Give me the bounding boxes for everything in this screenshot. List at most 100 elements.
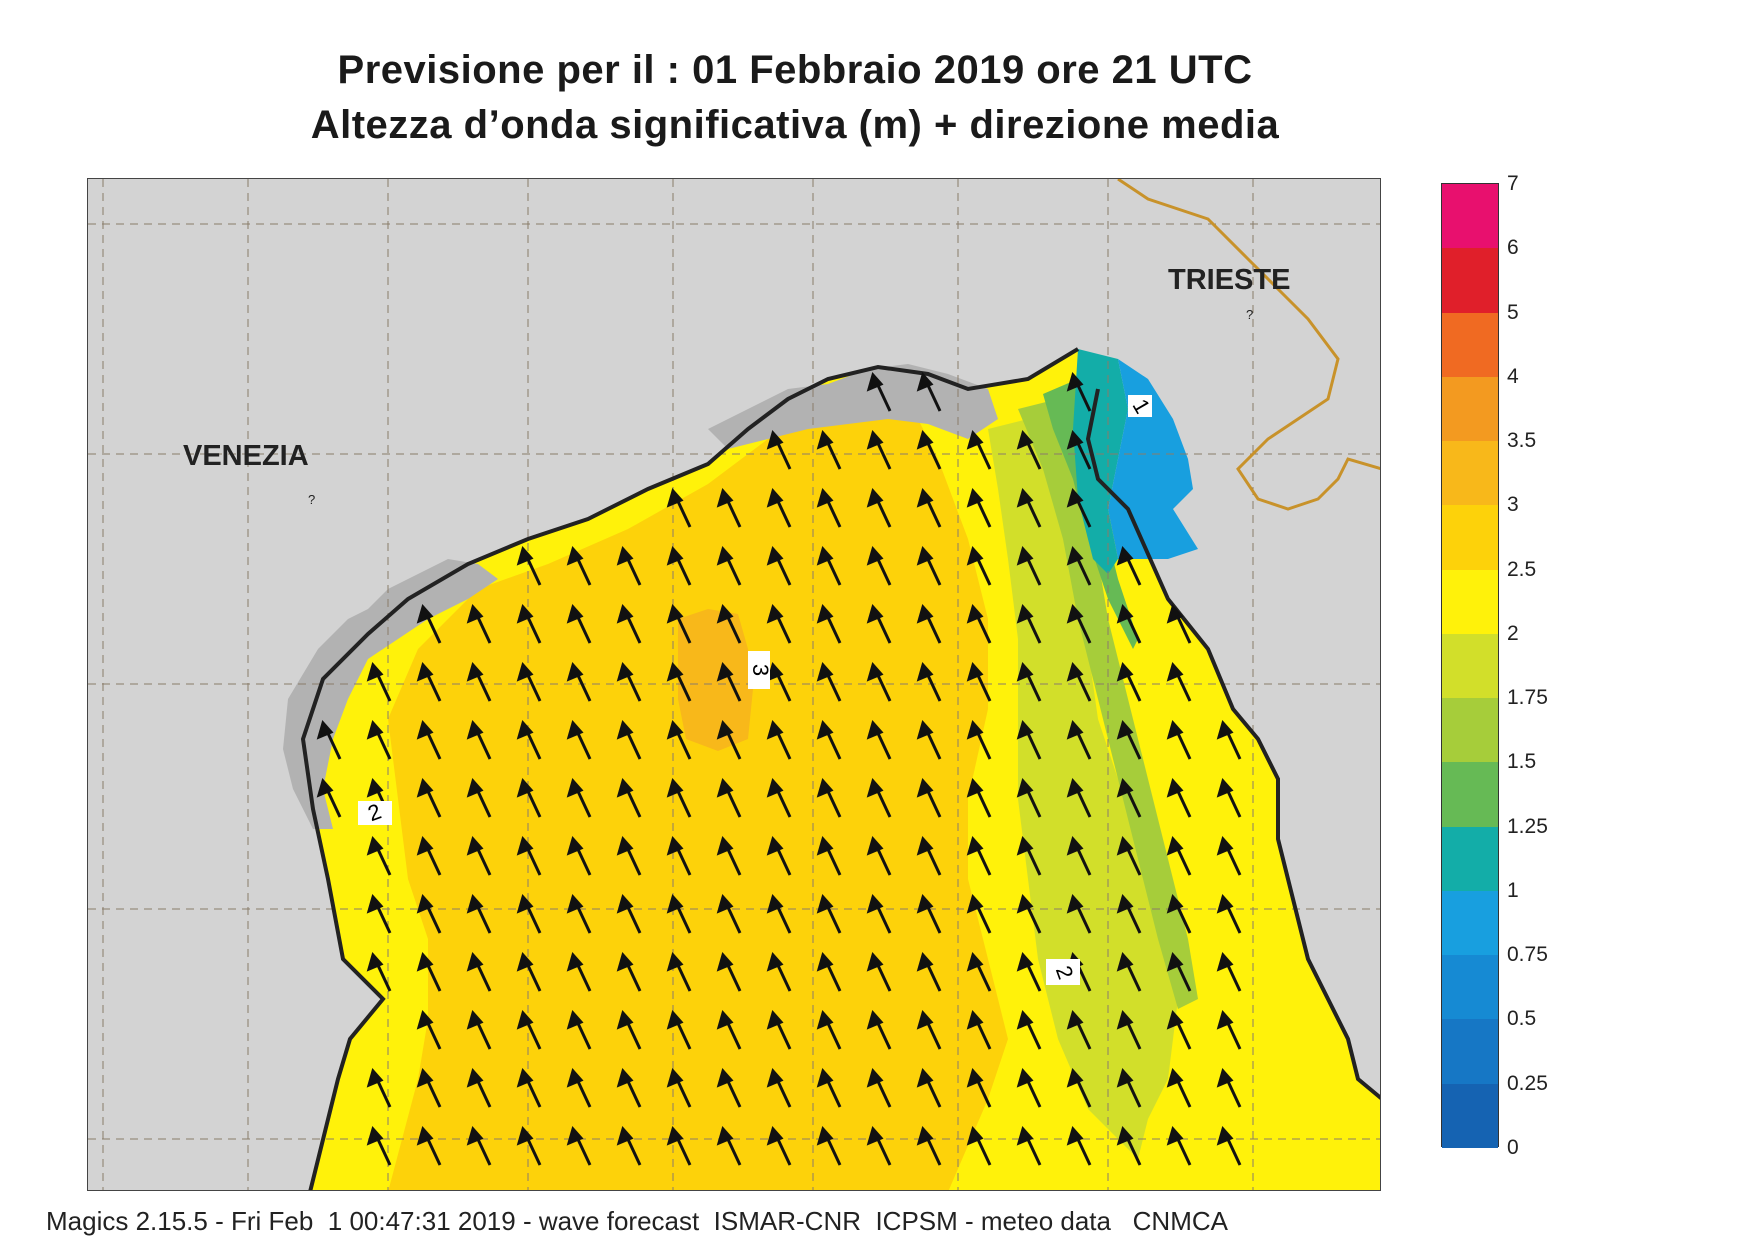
wave-arrow-head: [1016, 545, 1034, 566]
wave-arrow-head: [616, 661, 634, 682]
wave-arrow-head: [366, 661, 384, 682]
wave-arrow-head: [966, 545, 984, 566]
wave-arrow-head: [666, 951, 684, 972]
wave-arrow-head: [1016, 777, 1034, 798]
wave-arrow-head: [966, 1067, 984, 1088]
colorbar-label: 1.25: [1507, 814, 1548, 838]
wave-arrow-head: [566, 661, 584, 682]
wave-arrow-head: [716, 1125, 734, 1146]
wave-arrow-head: [766, 1067, 784, 1088]
wave-arrow-head: [816, 1125, 834, 1146]
wave-arrow-head: [866, 777, 884, 798]
wave-arrow-head: [366, 719, 384, 740]
wave-arrow-head: [916, 1009, 934, 1030]
wave-arrow-head: [416, 661, 434, 682]
wave-arrow-head: [616, 893, 634, 914]
wave-arrow-head: [1166, 719, 1184, 740]
wave-arrow-head: [416, 719, 434, 740]
wave-arrow-head: [816, 1009, 834, 1030]
wave-arrow-head: [766, 429, 784, 450]
wave-arrow-head: [516, 545, 534, 566]
wave-arrow-head: [816, 835, 834, 856]
wave-arrow-head: [816, 661, 834, 682]
svg-text:3: 3: [748, 664, 773, 676]
colorbar-label: 0.75: [1507, 943, 1548, 967]
wave-arrow-head: [666, 719, 684, 740]
colorbar-segment: [1442, 505, 1498, 571]
wave-arrow-head: [566, 603, 584, 624]
wave-arrow-head: [466, 951, 484, 972]
footer-credits: Magics 2.15.5 - Fri Feb 1 00:47:31 2019 …: [46, 1206, 1228, 1236]
colorbar-segment: [1442, 1019, 1498, 1085]
wave-arrow-head: [1216, 719, 1234, 740]
colorbar-label: 7: [1507, 172, 1519, 195]
city-label-venezia: VENEZIA: [183, 440, 309, 472]
wave-height-colorbar: [1441, 183, 1499, 1149]
wave-arrow-head: [416, 1009, 434, 1030]
wave-arrow-head: [966, 951, 984, 972]
wave-arrow-head: [1116, 1067, 1134, 1088]
coastline: [300, 347, 1380, 1190]
wave-arrow-head: [916, 1067, 934, 1088]
wave-arrow-head: [616, 719, 634, 740]
wave-arrow-head: [1166, 661, 1184, 682]
wave-arrow-head: [866, 429, 884, 450]
colorbar-segment: [1442, 248, 1498, 314]
colorbar-segment: [1442, 376, 1498, 442]
wave-arrow-head: [516, 1125, 534, 1146]
colorbar-label: 4: [1507, 364, 1519, 388]
city-label-trieste: TRIESTE: [1168, 264, 1290, 296]
wave-arrow-head: [816, 545, 834, 566]
wave-arrow-head: [666, 487, 684, 508]
wave-arrow-head: [766, 835, 784, 856]
wave-arrow-head: [916, 487, 934, 508]
wave-arrow-head: [1066, 1067, 1084, 1088]
wave-arrow-head: [1166, 1067, 1184, 1088]
wave-arrow-head: [1216, 1067, 1234, 1088]
wave-arrow-head: [1066, 545, 1084, 566]
wave-arrow-head: [966, 603, 984, 624]
wave-arrow-head: [1066, 603, 1084, 624]
wave-arrow-head: [716, 835, 734, 856]
colorbar-segment: [1442, 312, 1498, 378]
wave-arrow-head: [766, 1125, 784, 1146]
wave-arrow-head: [716, 603, 734, 624]
wave-arrow-head: [466, 1009, 484, 1030]
wave-arrow-head: [1216, 777, 1234, 798]
country-border: [1117, 179, 1380, 511]
wave-arrow-head: [866, 1125, 884, 1146]
wave-arrow-head: [466, 835, 484, 856]
wave-arrow-head: [766, 545, 784, 566]
wave-arrow-head: [1166, 603, 1184, 624]
wave-arrow-head: [766, 487, 784, 508]
wave-arrow-head: [866, 719, 884, 740]
wave-arrow-head: [816, 1067, 834, 1088]
wave-arrow-head: [616, 545, 634, 566]
wave-arrow-head: [1016, 487, 1034, 508]
wave-arrow-head: [1016, 893, 1034, 914]
wave-arrow-head: [316, 719, 334, 740]
wave-arrow-head: [816, 719, 834, 740]
wave-arrow-head: [1116, 835, 1134, 856]
wave-arrow-head: [916, 661, 934, 682]
colorbar-label: 3.5: [1507, 429, 1537, 453]
wave-arrow-head: [1016, 1009, 1034, 1030]
wave-arrow-head: [1166, 1125, 1184, 1146]
wave-arrow-head: [716, 545, 734, 566]
wave-arrow-head: [866, 603, 884, 624]
wave-arrow-head: [466, 1125, 484, 1146]
wave-arrow-head: [866, 487, 884, 508]
contour-label-1: 1: [1128, 395, 1156, 418]
wave-arrow-head: [716, 719, 734, 740]
wave-arrow-head: [1066, 893, 1084, 914]
colorbar-segment: [1442, 1083, 1498, 1149]
wave-zone-3-plus: [678, 609, 753, 751]
wave-zone-2-5-3: [388, 394, 1008, 1190]
wave-arrow-head: [916, 835, 934, 856]
wave-arrow-head: [616, 1067, 634, 1088]
land-mark-venezia: ?: [308, 492, 315, 507]
wave-arrow-head: [866, 371, 884, 392]
wave-arrow-head: [366, 777, 384, 798]
wave-arrow-head: [516, 1009, 534, 1030]
wave-arrow-head: [966, 835, 984, 856]
